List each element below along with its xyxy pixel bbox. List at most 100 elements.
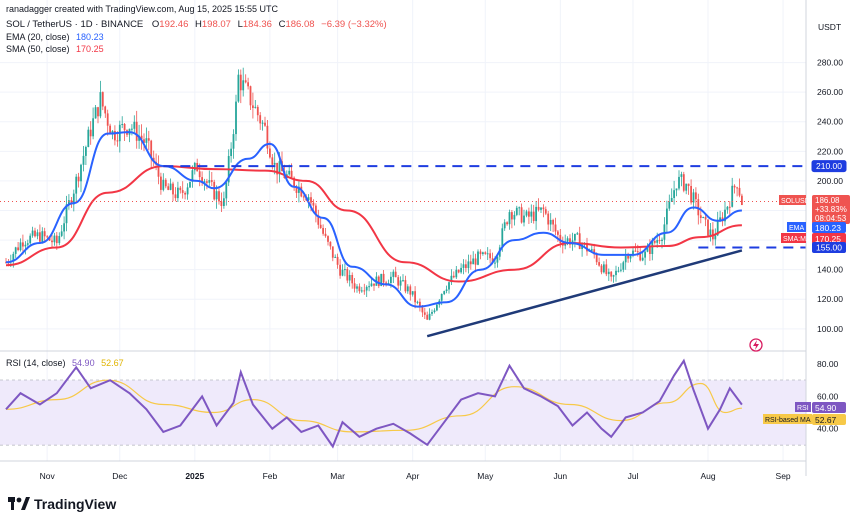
svg-text:SMA:MA: SMA:MA bbox=[783, 236, 811, 243]
candle-body bbox=[658, 240, 661, 242]
candle-body bbox=[576, 233, 579, 235]
trendline[interactable] bbox=[426, 249, 743, 338]
candle-body bbox=[94, 107, 97, 119]
candle-body bbox=[482, 252, 484, 254]
candle-body bbox=[392, 271, 395, 277]
candle-body bbox=[31, 230, 34, 236]
candle-body bbox=[636, 251, 639, 253]
candle-body bbox=[191, 170, 194, 182]
candle-body bbox=[692, 192, 695, 203]
candle-body bbox=[639, 251, 642, 261]
candle-body bbox=[198, 171, 201, 178]
candle-body bbox=[53, 235, 56, 243]
tradingview-logo[interactable]: TradingView bbox=[8, 496, 116, 512]
sma-legend[interactable]: SMA (50, close) 170.25 bbox=[6, 44, 104, 54]
candle-body bbox=[675, 188, 678, 191]
candle-body bbox=[612, 275, 615, 277]
candle-body bbox=[26, 243, 29, 245]
candle-body bbox=[220, 201, 223, 206]
open-value: 192.46 bbox=[159, 19, 188, 30]
candle-body bbox=[402, 280, 404, 282]
candle-body bbox=[600, 265, 603, 273]
candle-body bbox=[261, 122, 264, 124]
candle-body bbox=[341, 269, 344, 276]
candle-body bbox=[699, 215, 702, 218]
candle-body bbox=[223, 198, 225, 206]
candle-body bbox=[300, 186, 303, 197]
candle-body bbox=[610, 271, 613, 277]
candle-body bbox=[578, 233, 581, 249]
candle-body bbox=[644, 251, 646, 258]
candle-body bbox=[39, 232, 41, 242]
candle-body bbox=[232, 134, 235, 149]
candle-body bbox=[523, 215, 525, 223]
candle-body bbox=[595, 254, 598, 263]
candle-body bbox=[307, 197, 310, 201]
time-tick-label: Mar bbox=[330, 471, 345, 481]
currency-label: USDT bbox=[818, 22, 841, 32]
candle-body bbox=[503, 222, 506, 229]
candle-body bbox=[450, 275, 453, 283]
candle-body bbox=[397, 277, 400, 286]
candle-body bbox=[731, 185, 734, 207]
candle-body bbox=[89, 129, 92, 137]
candle-body bbox=[738, 187, 741, 196]
candle-body bbox=[177, 187, 179, 199]
candle-body bbox=[416, 301, 419, 303]
candle-body bbox=[92, 118, 94, 137]
candle-body bbox=[14, 247, 17, 254]
candle-body bbox=[259, 115, 262, 124]
candle-body bbox=[714, 235, 717, 240]
candle-body bbox=[201, 177, 203, 183]
candle-body bbox=[460, 267, 462, 273]
time-tick-label: Jun bbox=[553, 471, 567, 481]
time-tick-label: Jul bbox=[628, 471, 639, 481]
sma-line bbox=[5, 165, 742, 283]
candle-body bbox=[525, 211, 528, 216]
candle-body bbox=[140, 135, 143, 140]
candle-body bbox=[547, 213, 550, 225]
candle-body bbox=[690, 186, 692, 203]
svg-text:54.90: 54.90 bbox=[815, 403, 837, 413]
candle-body bbox=[247, 82, 249, 87]
candle-body bbox=[189, 181, 191, 188]
candle-body bbox=[58, 236, 61, 244]
time-axis-ticks[interactable]: Nov Dec 2025 Feb Mar Apr May Jun Jul Aug Sep bbox=[40, 471, 791, 481]
candle-body bbox=[252, 105, 254, 108]
candle-body bbox=[411, 291, 414, 295]
price-tick-label: 140.00 bbox=[817, 265, 843, 275]
candle-body bbox=[649, 246, 651, 254]
ema-legend[interactable]: EMA (20, close) 180.23 bbox=[6, 32, 104, 42]
rsi-tick-label: 40.00 bbox=[817, 424, 839, 434]
candle-body bbox=[537, 206, 540, 210]
candle-body bbox=[266, 125, 269, 149]
rsi-legend[interactable]: RSI (14, close) 54.90 52.67 bbox=[6, 358, 124, 368]
candle-body bbox=[373, 283, 375, 286]
candle-body bbox=[184, 192, 186, 195]
symbol-title[interactable]: SOL / TetherUS · 1D · BINANCE O192.46 H1… bbox=[6, 19, 387, 30]
candle-body bbox=[41, 231, 44, 242]
sma-badge: SMA:MA 170.25 bbox=[781, 233, 846, 244]
candle-body bbox=[455, 269, 458, 278]
candle-body bbox=[230, 148, 232, 156]
candle-body bbox=[174, 194, 177, 199]
candle-body bbox=[445, 289, 448, 291]
candle-body bbox=[147, 138, 150, 141]
rsi-axis-ticks[interactable]: 80.00 60.00 40.00 bbox=[817, 359, 839, 434]
time-tick-label: Sep bbox=[776, 471, 791, 481]
svg-text:170.25: 170.25 bbox=[815, 234, 841, 244]
tradingview-mark-icon bbox=[8, 497, 30, 510]
rsi-tick-label: 60.00 bbox=[817, 391, 839, 401]
candle-body bbox=[249, 86, 252, 106]
candle-body bbox=[22, 242, 24, 247]
candle-body bbox=[254, 106, 257, 108]
candle-body bbox=[312, 202, 315, 206]
price-tick-label: 260.00 bbox=[817, 87, 843, 97]
candle-body bbox=[370, 283, 373, 287]
candle-body bbox=[17, 247, 19, 250]
candle-body bbox=[622, 262, 625, 270]
candle-body bbox=[486, 253, 489, 255]
candle-body bbox=[506, 222, 508, 225]
flash-icon[interactable] bbox=[749, 338, 763, 352]
